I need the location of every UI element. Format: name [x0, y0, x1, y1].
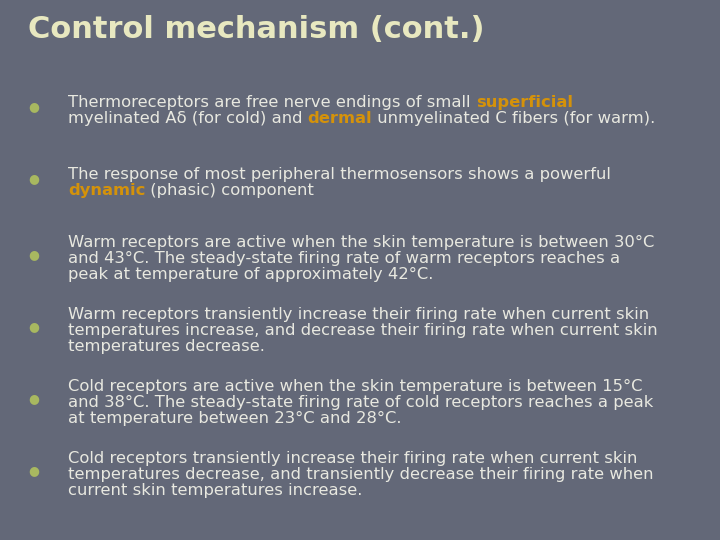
Text: ●: ●: [28, 172, 39, 185]
Text: ●: ●: [28, 100, 39, 113]
Text: dynamic: dynamic: [68, 183, 145, 198]
Text: myelinated Aδ (for cold) and: myelinated Aδ (for cold) and: [68, 111, 307, 126]
Text: current skin temperatures increase.: current skin temperatures increase.: [68, 483, 362, 498]
Text: temperatures increase, and decrease their firing rate when current skin: temperatures increase, and decrease thei…: [68, 323, 657, 338]
Text: Cold receptors transiently increase their firing rate when current skin: Cold receptors transiently increase thei…: [68, 451, 637, 466]
Text: temperatures decrease, and transiently decrease their firing rate when: temperatures decrease, and transiently d…: [68, 467, 654, 482]
Text: Warm receptors are active when the skin temperature is between 30°C: Warm receptors are active when the skin …: [68, 235, 654, 250]
Text: ●: ●: [28, 392, 39, 404]
Text: ●: ●: [28, 320, 39, 333]
Text: Control mechanism (cont.): Control mechanism (cont.): [28, 15, 485, 44]
Text: (phasic) component: (phasic) component: [145, 183, 314, 198]
Text: ●: ●: [28, 248, 39, 261]
Text: Thermoreceptors are free nerve endings of small: Thermoreceptors are free nerve endings o…: [68, 95, 476, 110]
Text: The response of most peripheral thermosensors shows a powerful: The response of most peripheral thermose…: [68, 167, 611, 182]
Text: unmyelinated C fibers (for warm).: unmyelinated C fibers (for warm).: [372, 111, 656, 126]
Text: superficial: superficial: [476, 95, 572, 110]
Text: Warm receptors transiently increase their firing rate when current skin: Warm receptors transiently increase thei…: [68, 307, 649, 322]
Text: and 38°C. The steady-state firing rate of cold receptors reaches a peak: and 38°C. The steady-state firing rate o…: [68, 395, 653, 410]
Text: at temperature between 23°C and 28°C.: at temperature between 23°C and 28°C.: [68, 411, 402, 426]
Text: and 43°C. The steady-state firing rate of warm receptors reaches a: and 43°C. The steady-state firing rate o…: [68, 251, 620, 266]
Text: Cold receptors are active when the skin temperature is between 15°C: Cold receptors are active when the skin …: [68, 379, 642, 394]
Text: peak at temperature of approximately 42°C.: peak at temperature of approximately 42°…: [68, 267, 433, 282]
Text: temperatures decrease.: temperatures decrease.: [68, 339, 265, 354]
Text: ●: ●: [28, 464, 39, 477]
Text: dermal: dermal: [307, 111, 372, 126]
